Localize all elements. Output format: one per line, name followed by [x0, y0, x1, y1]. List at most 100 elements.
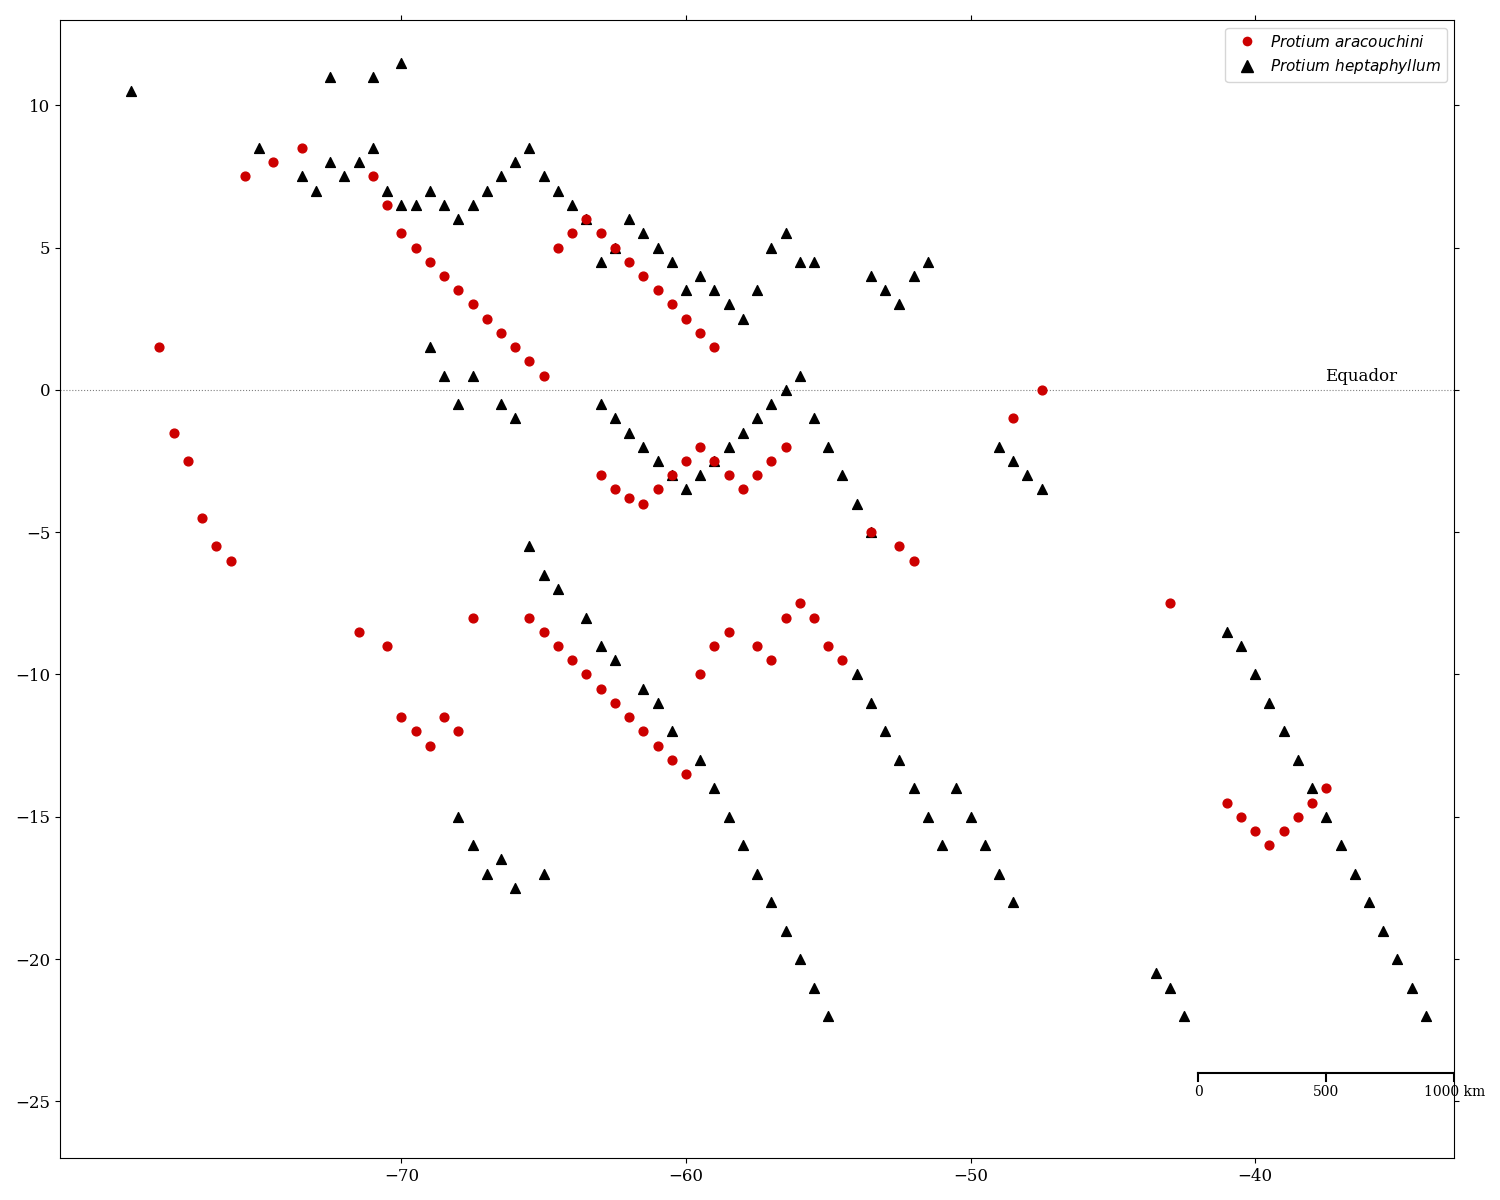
Protium aracouchini — [1300, 793, 1324, 812]
Protium aracouchini — [489, 323, 513, 342]
Protium heptaphyllum — [717, 437, 741, 456]
Protium aracouchini — [362, 167, 386, 186]
Protium heptaphyllum — [531, 565, 555, 584]
Protium heptaphyllum — [816, 437, 840, 456]
Protium aracouchini — [632, 721, 656, 740]
Protium aracouchini — [730, 480, 754, 499]
Protium aracouchini — [603, 238, 627, 257]
Protium aracouchini — [190, 509, 214, 528]
Protium aracouchini — [674, 764, 698, 784]
Protium heptaphyllum — [1386, 949, 1410, 968]
Protium heptaphyllum — [1029, 480, 1053, 499]
Protium heptaphyllum — [730, 422, 754, 442]
Protium aracouchini — [717, 622, 741, 641]
Protium heptaphyllum — [730, 310, 754, 329]
Protium aracouchini — [147, 337, 171, 356]
Protium heptaphyllum — [447, 808, 471, 827]
Protium heptaphyllum — [503, 878, 526, 898]
Protium aracouchini — [390, 708, 414, 727]
Protium aracouchini — [1244, 821, 1268, 840]
Protium aracouchini — [660, 750, 684, 769]
Protium heptaphyllum — [1016, 466, 1040, 485]
Protium heptaphyllum — [702, 779, 726, 798]
Protium heptaphyllum — [688, 466, 712, 485]
Protium aracouchini — [375, 636, 399, 655]
Protium heptaphyllum — [404, 196, 427, 215]
Protium heptaphyllum — [916, 252, 940, 271]
Protium heptaphyllum — [603, 238, 627, 257]
Protium aracouchini — [219, 551, 243, 570]
Protium heptaphyllum — [1371, 920, 1395, 940]
Text: 1000 km: 1000 km — [1424, 1085, 1485, 1099]
Protium aracouchini — [346, 622, 370, 641]
Protium aracouchini — [588, 223, 612, 242]
Protium heptaphyllum — [390, 53, 414, 72]
Protium heptaphyllum — [902, 779, 926, 798]
Protium aracouchini — [645, 281, 669, 300]
Protium heptaphyllum — [844, 494, 868, 514]
Protium heptaphyllum — [717, 808, 741, 827]
Protium heptaphyllum — [616, 210, 640, 229]
Protium heptaphyllum — [802, 409, 826, 428]
Legend: $\it{Protium\ aracouchini}$, $\it{Protium\ heptaphyllum}$: $\it{Protium\ aracouchini}$, $\it{Protiu… — [1226, 28, 1446, 83]
Protium aracouchini — [688, 437, 712, 456]
Protium aracouchini — [460, 295, 484, 314]
Protium aracouchini — [603, 694, 627, 713]
Protium aracouchini — [702, 451, 726, 470]
Protium aracouchini — [616, 488, 640, 508]
Protium heptaphyllum — [660, 252, 684, 271]
Protium aracouchini — [802, 608, 826, 628]
Protium heptaphyllum — [859, 266, 883, 286]
Protium aracouchini — [660, 295, 684, 314]
Protium aracouchini — [859, 522, 883, 541]
Protium aracouchini — [574, 210, 598, 229]
Protium aracouchini — [447, 721, 471, 740]
Protium aracouchini — [390, 223, 414, 242]
Protium heptaphyllum — [588, 252, 612, 271]
Protium aracouchini — [603, 480, 627, 499]
Protium aracouchini — [831, 650, 855, 670]
Protium heptaphyllum — [916, 808, 940, 827]
Protium heptaphyllum — [1300, 779, 1324, 798]
Protium heptaphyllum — [746, 409, 770, 428]
Protium heptaphyllum — [902, 266, 926, 286]
Protium heptaphyllum — [1358, 893, 1382, 912]
Protium heptaphyllum — [888, 750, 912, 769]
Protium heptaphyllum — [945, 779, 969, 798]
Protium heptaphyllum — [1215, 622, 1239, 641]
Text: Equador: Equador — [1326, 368, 1398, 385]
Protium aracouchini — [176, 451, 200, 470]
Protium aracouchini — [702, 337, 726, 356]
Protium heptaphyllum — [290, 167, 314, 186]
Protium heptaphyllum — [688, 750, 712, 769]
Protium heptaphyllum — [616, 422, 640, 442]
Protium heptaphyllum — [759, 238, 783, 257]
Protium heptaphyllum — [1244, 665, 1268, 684]
Protium aracouchini — [674, 310, 698, 329]
Protium heptaphyllum — [660, 721, 684, 740]
Protium heptaphyllum — [930, 835, 954, 854]
Protium heptaphyllum — [318, 152, 342, 172]
Protium heptaphyllum — [474, 181, 498, 200]
Protium heptaphyllum — [588, 636, 612, 655]
Protium heptaphyllum — [1272, 721, 1296, 740]
Protium heptaphyllum — [419, 181, 442, 200]
Protium aracouchini — [1286, 808, 1310, 827]
Protium heptaphyllum — [588, 395, 612, 414]
Protium aracouchini — [1000, 409, 1024, 428]
Protium aracouchini — [460, 608, 484, 628]
Protium aracouchini — [503, 337, 526, 356]
Protium heptaphyllum — [759, 893, 783, 912]
Protium heptaphyllum — [346, 152, 370, 172]
Protium aracouchini — [204, 536, 228, 556]
Protium heptaphyllum — [873, 721, 897, 740]
Protium heptaphyllum — [788, 366, 812, 385]
Protium heptaphyllum — [432, 196, 456, 215]
Protium aracouchini — [432, 708, 456, 727]
Protium heptaphyllum — [674, 480, 698, 499]
Protium aracouchini — [574, 665, 598, 684]
Protium heptaphyllum — [958, 808, 982, 827]
Protium heptaphyllum — [489, 167, 513, 186]
Protium heptaphyllum — [831, 466, 855, 485]
Protium heptaphyllum — [375, 181, 399, 200]
